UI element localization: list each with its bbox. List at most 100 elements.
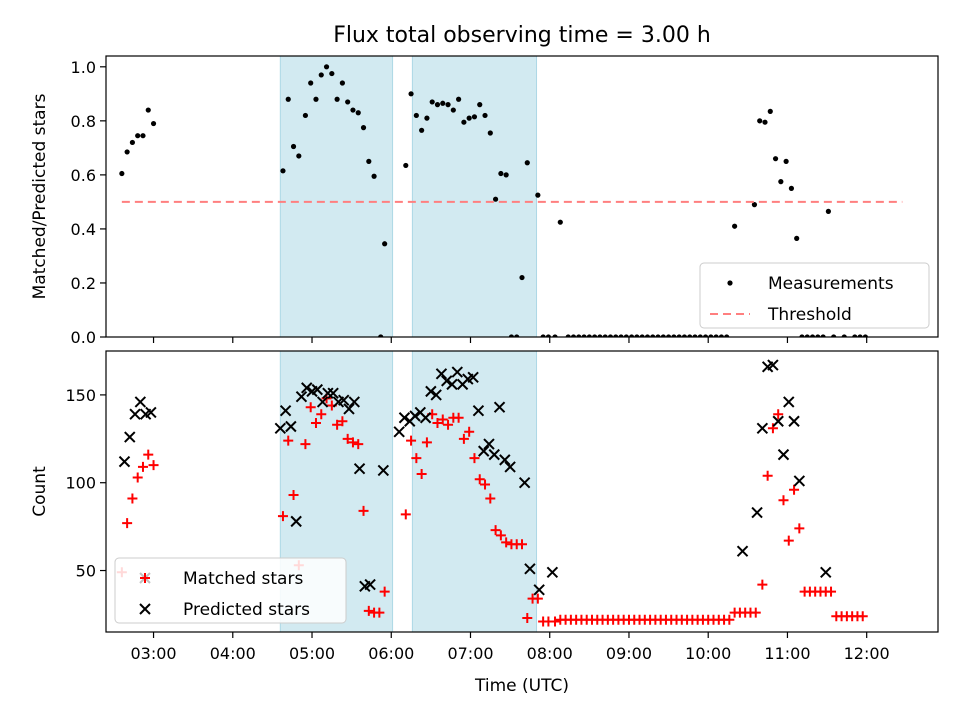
legend-marker-measurements xyxy=(727,280,733,286)
matched-star-point xyxy=(767,423,778,434)
legend-label: Threshold xyxy=(767,305,852,325)
matched-star-point xyxy=(464,426,475,437)
measurement-point xyxy=(508,334,515,337)
predicted-star-point xyxy=(783,396,795,408)
legend-label: Predicted stars xyxy=(183,600,310,620)
measurement-point xyxy=(586,334,592,337)
predicted-star-point xyxy=(348,396,360,408)
matched-star-point xyxy=(724,614,735,625)
predicted-star-point xyxy=(274,422,287,434)
axes-frame xyxy=(105,55,939,338)
observing-window-band xyxy=(279,56,394,337)
x-tick-label: 08:00 xyxy=(527,644,573,663)
y-tick-label: 0.8 xyxy=(71,112,96,131)
predicted-star-point xyxy=(353,462,366,475)
measurement-point xyxy=(613,334,619,337)
measurement-point xyxy=(285,96,291,102)
predicted-star-point xyxy=(343,403,355,415)
y-tick-label: 0.6 xyxy=(71,166,96,185)
matched-star-point xyxy=(532,593,543,604)
predicted-star-point xyxy=(736,545,749,557)
matched-star-point xyxy=(305,402,316,413)
y-tick-label: 50 xyxy=(76,562,96,581)
predicted-star-point xyxy=(477,445,490,457)
measurement-point xyxy=(862,334,868,337)
measurement-point xyxy=(576,334,582,337)
measurement-point xyxy=(429,99,435,105)
matched-star-point xyxy=(794,523,805,534)
predicted-star-point xyxy=(377,464,390,477)
measurement-point xyxy=(697,334,703,337)
predicted-star-point xyxy=(124,431,136,443)
predicted-star-point xyxy=(129,408,141,420)
predicted-star-point xyxy=(472,405,485,417)
matched-star-point xyxy=(469,453,480,464)
predicted-star-point xyxy=(546,566,559,578)
measurement-point xyxy=(296,153,302,159)
measurement-point xyxy=(857,334,863,337)
matched-star-point xyxy=(773,409,784,420)
measurement-point xyxy=(445,102,451,108)
measurement-point xyxy=(119,170,125,177)
predicted-star-point xyxy=(134,396,147,408)
matched-star-point xyxy=(300,439,311,450)
measurement-point xyxy=(503,172,509,178)
predicted-star-point xyxy=(488,448,500,461)
measurement-point xyxy=(732,223,738,229)
matched-star-point xyxy=(406,435,417,446)
x-tick-label: 03:00 xyxy=(130,644,176,663)
measurement-point xyxy=(466,115,472,121)
measurement-point xyxy=(825,208,831,214)
measurement-point xyxy=(607,334,614,337)
measurement-point xyxy=(440,100,446,106)
predicted-star-point xyxy=(316,396,329,408)
measurement-point xyxy=(150,120,157,127)
matched-star-point xyxy=(432,418,443,429)
matched-star-point xyxy=(501,537,512,548)
chart-title: Flux total observing time = 3.00 h xyxy=(333,23,711,48)
predicted-star-point xyxy=(820,566,832,578)
x-tick-label: 09:00 xyxy=(606,644,652,663)
measurement-point xyxy=(809,334,816,337)
x-tick-label: 05:00 xyxy=(289,644,335,663)
predicted-star-point xyxy=(295,390,308,403)
measurement-point xyxy=(524,160,530,166)
axes-frame xyxy=(105,350,939,633)
matched-star-point xyxy=(363,605,374,616)
predicted-star-point xyxy=(756,422,769,434)
measurement-point xyxy=(290,143,297,150)
legend-box xyxy=(699,262,930,329)
measurement-point xyxy=(366,158,372,164)
legend-marker-matched xyxy=(140,573,150,583)
measurement-point xyxy=(450,107,456,113)
measurement-point xyxy=(602,334,608,337)
measurement-point xyxy=(323,64,330,70)
measurement-point xyxy=(378,334,384,337)
measurement-point xyxy=(702,334,709,337)
y-tick-label: 0.0 xyxy=(71,328,96,347)
measurement-point xyxy=(581,334,587,337)
matched-star-point xyxy=(337,416,348,427)
measurement-point xyxy=(692,334,698,337)
x-tick-label: 12:00 xyxy=(844,644,890,663)
measurement-point xyxy=(135,133,141,139)
measurement-point xyxy=(783,158,789,164)
matched-star-point xyxy=(757,579,768,590)
measurement-point xyxy=(592,334,598,337)
matched-star-point xyxy=(379,586,390,597)
matched-star-point xyxy=(143,449,154,460)
measurement-point xyxy=(804,334,810,337)
predicted-star-point xyxy=(425,385,437,398)
measurement-point xyxy=(456,96,462,102)
measurement-point xyxy=(403,162,409,169)
measurement-point xyxy=(355,110,361,116)
measurement-point xyxy=(540,334,546,337)
plot-area xyxy=(119,56,903,337)
measurement-point xyxy=(545,334,552,337)
ratio-panel: 0.0 0.2 0.4 0.6 0.8 1.0 Matched/Predicted star… xyxy=(30,55,939,347)
predicted-star-point xyxy=(446,378,458,391)
predicted-star-point xyxy=(499,454,511,466)
predicted-star-point xyxy=(398,412,411,424)
matched-star-point xyxy=(416,468,427,479)
matched-star-point xyxy=(550,616,561,627)
